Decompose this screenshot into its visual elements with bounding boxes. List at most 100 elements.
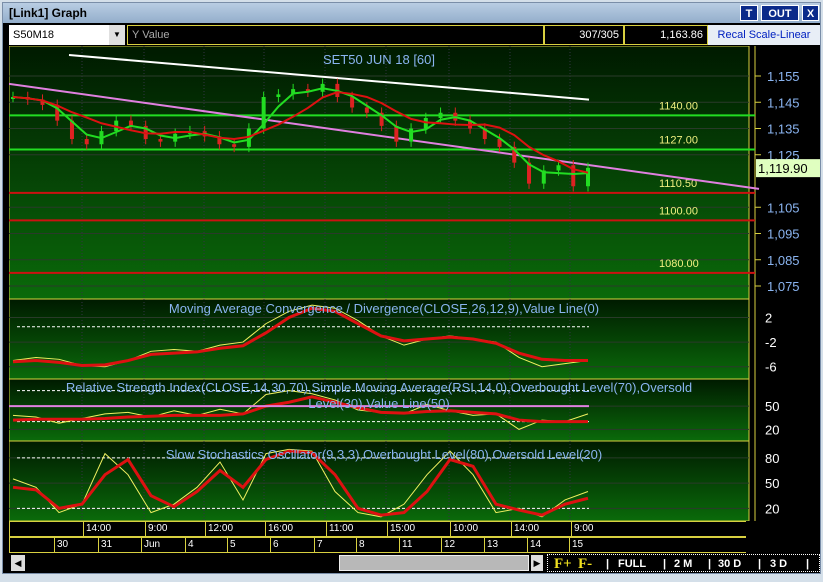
last-price-box xyxy=(756,159,820,178)
candle xyxy=(394,125,399,142)
level-label: 1080.00 xyxy=(659,258,699,270)
pane-0-background xyxy=(9,46,750,300)
y-tick-label: 1,095 xyxy=(767,227,800,242)
candle xyxy=(276,94,281,97)
graph-window: [Link1] Graph T OUT X S50M18 ▼ Y Value 30… xyxy=(2,2,821,574)
out-button[interactable]: OUT xyxy=(761,5,799,21)
date-axis: 30 31 Jun 4 5 6 7 8 11 12 13 14 15 xyxy=(9,537,746,553)
time-label: 10:00 xyxy=(450,522,510,536)
close-button[interactable]: X xyxy=(802,5,819,21)
range-toolbar: F+ F- | FULL | 2 M | 30 D | 3 D | xyxy=(547,554,820,572)
candle xyxy=(364,107,369,113)
y-tick-label: 1,125 xyxy=(767,148,800,163)
level-label: 1127.00 xyxy=(659,135,698,147)
stochastic-title: Slow Stochastics Oscillator(9,3,3),Overb… xyxy=(166,447,602,462)
chart-title: SET50 JUN 18 [60] xyxy=(323,52,435,67)
candle xyxy=(512,146,517,163)
range-2m[interactable]: 2 M xyxy=(674,558,693,570)
y-tick-label: 50 xyxy=(765,476,779,491)
scroll-left-button[interactable]: ◀ xyxy=(11,555,25,571)
candle xyxy=(217,136,222,145)
candle xyxy=(232,144,237,147)
y-tick-label: 1,145 xyxy=(767,95,800,110)
date-label: 4 xyxy=(185,538,227,552)
date-label: 30 xyxy=(54,538,98,552)
candle xyxy=(350,97,355,108)
y-tick-label: 2 xyxy=(765,310,772,325)
zoom-in-button[interactable]: F+ xyxy=(554,556,572,572)
y-tick-label: 80 xyxy=(765,451,779,466)
time-label: 14:00 xyxy=(83,522,143,536)
time-label: 16:00 xyxy=(265,522,325,536)
d-line xyxy=(12,449,589,517)
candle xyxy=(69,120,74,139)
white-trend-line xyxy=(68,54,590,101)
window-title: [Link1] Graph xyxy=(9,6,88,20)
chart-area[interactable]: 1,155 1,145 1,135 1,125 1,105 1,095 1,085 1,075… xyxy=(9,46,821,521)
time-axis: 14:00 9:00 12:00 16:00 11:00 15:00 10:00 14:00 9… xyxy=(9,521,746,537)
candle xyxy=(55,104,60,121)
date-label: 14 xyxy=(527,538,569,552)
time-label: 12:00 xyxy=(205,522,265,536)
recal-scale-button[interactable]: Recal Scale-Linear xyxy=(708,25,820,45)
range-full[interactable]: FULL xyxy=(618,558,647,570)
symbol-value: S50M18 xyxy=(13,29,54,41)
candle xyxy=(84,139,89,145)
time-label: 9:00 xyxy=(145,522,205,536)
sma-line xyxy=(12,395,588,424)
signal-line xyxy=(12,306,588,367)
macd-title: Moving Average Convergence / Divergence(… xyxy=(169,301,599,316)
scroll-thumb[interactable] xyxy=(339,555,529,571)
candle xyxy=(305,89,310,92)
candle xyxy=(128,120,133,126)
zoom-out-button[interactable]: F- xyxy=(578,556,593,572)
y-tick-label: 20 xyxy=(765,422,779,437)
range-30d[interactable]: 30 D xyxy=(718,558,742,570)
y-tick-label: 1,105 xyxy=(767,200,800,215)
k-line xyxy=(12,448,589,518)
y-tick-label: 1,155 xyxy=(767,69,800,84)
pink-trend-line xyxy=(9,82,760,190)
date-label: 6 xyxy=(270,538,314,552)
symbol-select[interactable]: S50M18 ▼ xyxy=(9,25,125,45)
toolbar: S50M18 ▼ Y Value 307/305 1,163.86 Recal S… xyxy=(9,24,820,46)
time-label: 11:00 xyxy=(326,522,386,536)
date-label: Jun xyxy=(141,538,185,552)
rsi-title-line1: Relative Strength Index(CLOSE,14,30,70),… xyxy=(66,380,692,395)
t-button[interactable]: T xyxy=(740,5,758,21)
level-label: 1140.00 xyxy=(659,100,698,112)
scroll-right-button[interactable]: ▶ xyxy=(531,555,543,571)
cursor-value: 1,163.86 xyxy=(624,25,708,45)
date-label: 13 xyxy=(484,538,527,552)
candle xyxy=(409,128,414,142)
candle xyxy=(586,167,590,187)
time-label: 14:00 xyxy=(511,522,571,536)
horizontal-scrollbar[interactable]: ◀ ▶ xyxy=(9,553,543,573)
date-label: 12 xyxy=(441,538,484,552)
title-bar: [Link1] Graph xyxy=(3,3,820,23)
range-3d[interactable]: 3 D xyxy=(770,558,788,570)
time-label: 9:00 xyxy=(571,522,631,536)
level-label: 1100.00 xyxy=(659,205,698,217)
candle xyxy=(497,139,502,147)
y-tick-label: 1,135 xyxy=(767,122,800,137)
y-tick-label: -6 xyxy=(765,360,777,375)
chevron-down-icon[interactable]: ▼ xyxy=(109,25,125,45)
date-label: 5 xyxy=(227,538,270,552)
date-label: 15 xyxy=(569,538,610,552)
fast-ma-line xyxy=(12,87,589,176)
candle xyxy=(379,112,384,126)
pane-2-background xyxy=(9,378,750,442)
date-label: 11 xyxy=(399,538,441,552)
candle xyxy=(482,128,487,139)
candle xyxy=(571,165,576,187)
y-value-label: Y Value xyxy=(127,25,544,45)
date-label: 7 xyxy=(314,538,356,552)
y-tick-label: 1,085 xyxy=(767,253,800,268)
slow-ma-line xyxy=(12,91,589,174)
candle xyxy=(541,170,546,184)
date-label: 31 xyxy=(98,538,141,552)
rsi-title-line2: Level(30),Value Line(50) xyxy=(308,396,449,411)
last-price-label: 1,119.90 xyxy=(758,161,808,176)
candle xyxy=(40,99,45,105)
